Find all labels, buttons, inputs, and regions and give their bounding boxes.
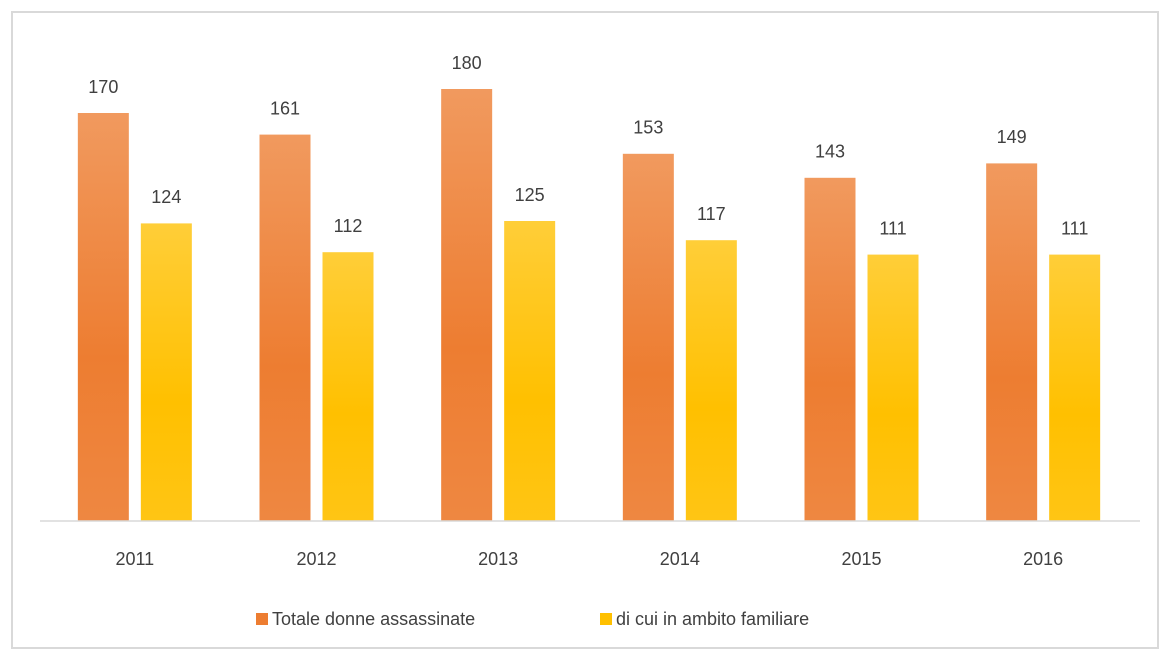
bar <box>1049 254 1101 521</box>
x-tick-label: 2016 <box>1023 549 1063 569</box>
bar <box>322 252 374 521</box>
plot-bg <box>44 41 1134 521</box>
legend-swatch <box>600 613 612 625</box>
data-label: 111 <box>879 218 906 238</box>
data-label: 112 <box>334 216 363 236</box>
data-label: 180 <box>452 53 482 73</box>
bar <box>259 134 311 521</box>
legend-label: Totale donne assassinate <box>272 609 475 629</box>
x-tick-label: 2015 <box>841 549 881 569</box>
bar <box>986 163 1038 521</box>
legend-swatch <box>256 613 268 625</box>
data-label: 170 <box>88 77 118 97</box>
data-label: 143 <box>815 142 845 162</box>
bar <box>804 177 856 522</box>
data-label: 153 <box>633 118 663 138</box>
bar <box>504 221 556 521</box>
legend-label: di cui in ambito familiare <box>616 609 809 629</box>
data-label: 161 <box>270 98 300 118</box>
data-label: 149 <box>997 127 1027 147</box>
bar <box>685 240 737 521</box>
data-label: 125 <box>515 185 545 205</box>
bar <box>77 113 129 521</box>
bar <box>867 254 919 521</box>
data-label: 117 <box>697 204 726 224</box>
x-tick-label: 2011 <box>115 549 154 569</box>
x-tick-label: 2012 <box>296 549 336 569</box>
bar <box>622 153 674 522</box>
data-label: 124 <box>151 187 181 207</box>
bar <box>140 223 192 521</box>
data-label: 111 <box>1061 218 1088 238</box>
bar <box>441 89 493 521</box>
x-tick-label: 2013 <box>478 549 518 569</box>
x-tick-label: 2014 <box>660 549 700 569</box>
